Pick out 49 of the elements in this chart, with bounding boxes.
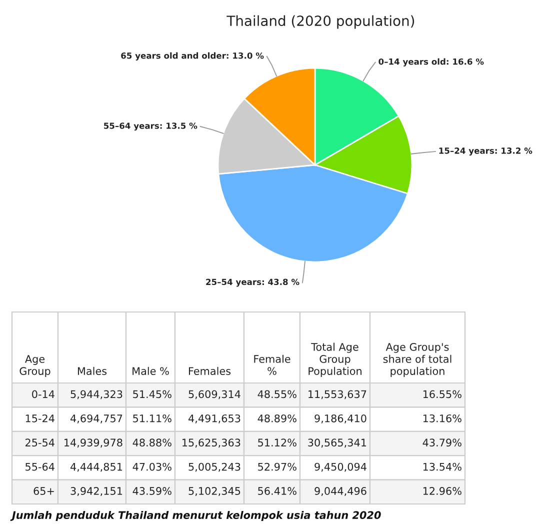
text: 4,444,851	[70, 462, 122, 472]
text: 43.59%	[132, 487, 172, 495]
text: 5,944,323	[70, 390, 122, 400]
slice-label: 0–14 years old: 16.6 %	[378, 58, 484, 66]
text: Jumlah penduduk Thailand menurut kelompok usia tahun 2020	[10, 510, 381, 522]
text: 12.96%	[423, 487, 462, 495]
text: 47.03%	[132, 462, 172, 471]
slice-label: 55–64 years: 13.5 %	[104, 122, 198, 131]
text: 9,044,496	[314, 487, 366, 496]
text: 65+	[34, 487, 54, 495]
category-label: Female %	[254, 354, 290, 375]
text: 5,609,314	[188, 390, 240, 400]
text: 4,491,653	[188, 414, 240, 424]
text: 52.97%	[258, 462, 296, 471]
text: 5,102,345	[188, 487, 240, 496]
category-label: Males	[78, 366, 107, 375]
text: 5,005,243	[188, 462, 240, 472]
text: 14,939,978	[64, 438, 122, 448]
text: 30,565,341	[308, 438, 366, 448]
text: 9,450,094	[314, 462, 366, 472]
category-label: Total Age Group Population	[308, 342, 362, 377]
slice-label: 15–24 years: 13.2 %	[439, 148, 532, 156]
category-label: Male %	[132, 366, 169, 375]
text: 43.79%	[422, 438, 462, 447]
text: 25-54	[25, 438, 54, 447]
text: 51.12%	[258, 438, 296, 447]
category-label: Females	[188, 366, 231, 375]
text: 4,694,757	[70, 414, 122, 424]
text: 48.89%	[258, 414, 296, 422]
text: 15,625,363	[182, 438, 240, 448]
text: 56.41%	[258, 487, 296, 495]
text: 0-14	[32, 390, 54, 398]
text: 15-24	[26, 414, 54, 422]
text: 11,553,637	[308, 390, 366, 400]
text: 51.11%	[133, 414, 172, 422]
text: 16.55%	[423, 390, 462, 398]
text: 51.45%	[133, 390, 172, 398]
text: 3,942,151	[70, 487, 122, 496]
category-label: Age Group	[20, 355, 50, 377]
chart-title: Thailand (2020 population)	[226, 15, 414, 29]
category-label: Age Group's share of total population	[383, 342, 452, 377]
slice-label: 25–54 years: 43.8 %	[206, 278, 300, 287]
text: 13.16%	[423, 414, 462, 422]
text: 13.54%	[423, 462, 462, 471]
text: 55-64	[26, 462, 54, 471]
text: 48.55%	[258, 390, 296, 398]
text: 48.88%	[132, 438, 172, 447]
text: 9,186,410	[314, 414, 366, 424]
slice-label: 65 years old and older: 13.0 %	[121, 52, 264, 60]
